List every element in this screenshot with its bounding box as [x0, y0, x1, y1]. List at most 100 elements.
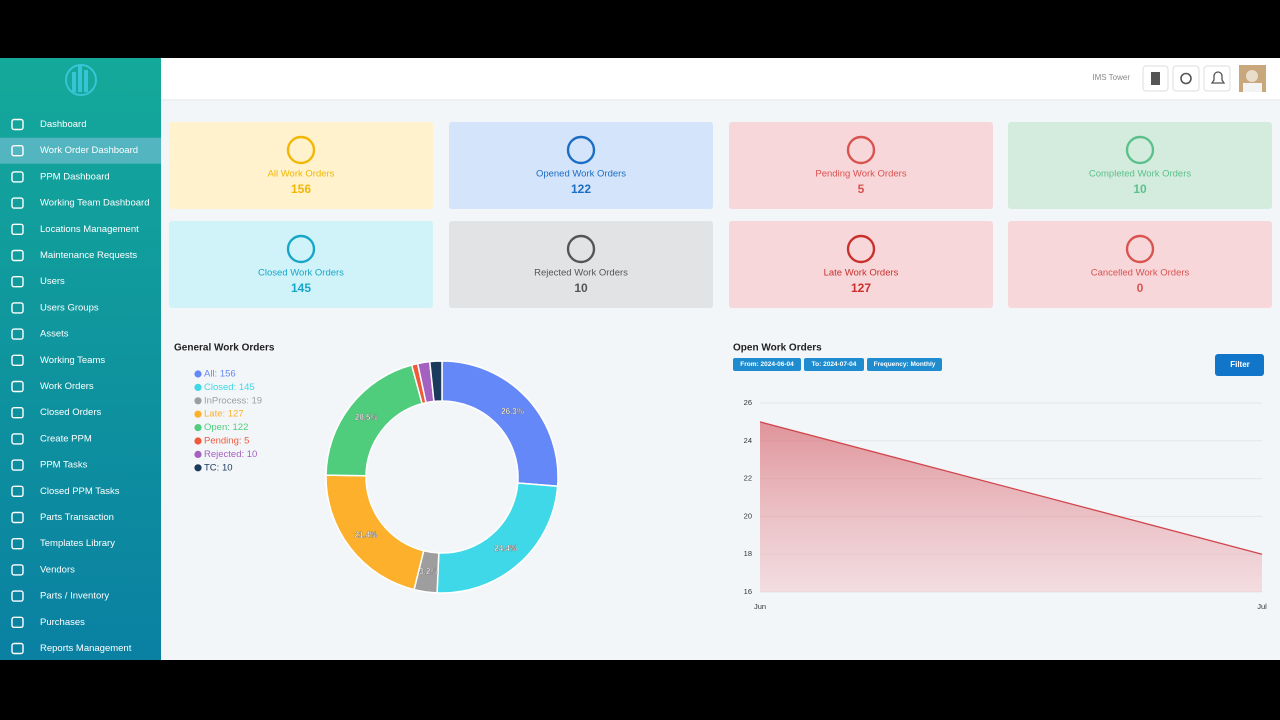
- menu-item[interactable]: Parts / Inventory: [40, 591, 109, 602]
- chart-title: General Work Orders: [174, 343, 275, 354]
- card-label: Pending Work Orders: [815, 169, 906, 180]
- y-tick-label: 16: [744, 587, 752, 596]
- card-icon: [1125, 234, 1155, 264]
- card-icon: [286, 234, 316, 264]
- menu-icon: [11, 407, 24, 419]
- stat-card[interactable]: [449, 122, 713, 209]
- segment-label: 24.4%: [494, 544, 517, 553]
- menu-item[interactable]: Vendors: [40, 564, 75, 575]
- menu-item[interactable]: Create PPM: [40, 433, 92, 444]
- filter-chip-label: Frequency: Monthly: [874, 361, 936, 368]
- menu-icon: [11, 144, 24, 157]
- menu-item[interactable]: Users Groups: [40, 302, 99, 313]
- card-value: 5: [858, 182, 865, 196]
- card-icon: [1125, 135, 1155, 165]
- menu-item[interactable]: Work Orders: [40, 381, 94, 392]
- legend-swatch: [194, 397, 202, 405]
- stat-card[interactable]: [1008, 221, 1272, 308]
- card-value: 0: [1137, 281, 1144, 295]
- y-tick-label: 22: [744, 474, 752, 483]
- legend-label: Pending: 5: [204, 436, 249, 447]
- card-value: 10: [574, 281, 588, 295]
- stat-card[interactable]: [169, 221, 433, 308]
- legend-label: InProcess: 19: [204, 395, 262, 406]
- menu-icon: [11, 249, 24, 262]
- card-label: Rejected Work Orders: [534, 268, 628, 279]
- menu-item[interactable]: Parts Transaction: [40, 512, 114, 523]
- filter-chip-label: To: 2024-07-04: [812, 361, 857, 368]
- menu-icon: [11, 616, 24, 628]
- card-label: Late Work Orders: [824, 268, 899, 279]
- menu-item[interactable]: Maintenance Requests: [40, 250, 137, 261]
- card-value: 127: [851, 281, 871, 295]
- menu-item[interactable]: Working Team Dashboard: [40, 198, 149, 209]
- x-tick-label: Jun: [754, 602, 766, 611]
- card-value: 10: [1133, 182, 1147, 196]
- card-label: Completed Work Orders: [1089, 169, 1191, 180]
- top-bar: [161, 58, 1280, 100]
- legend-swatch: [194, 464, 202, 472]
- chart-title: Open Work Orders: [733, 343, 822, 354]
- menu-icon: [11, 459, 24, 471]
- segment-label: 3.2%: [419, 567, 437, 576]
- legend-label: Late: 127: [204, 409, 244, 420]
- line: [759, 421, 1263, 555]
- card-icon: [846, 135, 876, 165]
- filter-chip: [804, 358, 864, 371]
- notifications-button[interactable]: [1203, 65, 1231, 92]
- donut-segment: [428, 360, 443, 403]
- legend-label: Open: 122: [204, 422, 248, 433]
- menu-item[interactable]: PPM Dashboard: [40, 171, 110, 182]
- menu-item[interactable]: Closed PPM Tasks: [40, 486, 120, 497]
- card-icon: [566, 234, 596, 264]
- card-icon: [846, 234, 876, 264]
- menu-item[interactable]: Templates Library: [40, 538, 115, 549]
- card-value: 145: [291, 281, 311, 295]
- menu-icon: [11, 511, 24, 524]
- menu-item[interactable]: Reports Management: [40, 643, 132, 654]
- menu-icon: [11, 302, 24, 314]
- menu-icon: [11, 197, 24, 209]
- stat-card[interactable]: [1008, 122, 1272, 209]
- card-label: All Work Orders: [268, 169, 335, 180]
- stat-card[interactable]: [449, 221, 713, 308]
- refresh-button[interactable]: [1172, 65, 1200, 92]
- filter-button[interactable]: [1215, 354, 1264, 376]
- menu-icon: [11, 433, 24, 445]
- filter-button-label[interactable]: Filter: [1230, 360, 1250, 369]
- menu-item[interactable]: Dashboard: [40, 119, 86, 130]
- legend-swatch: [194, 370, 202, 378]
- menu-icon: [11, 590, 24, 602]
- menu-icon: [11, 485, 24, 497]
- legend-label: Closed: 145: [204, 382, 255, 393]
- menu-item[interactable]: Work Order Dashboard: [40, 145, 138, 156]
- stat-card[interactable]: [729, 122, 993, 209]
- stat-card[interactable]: [169, 122, 433, 209]
- menu-icon: [11, 538, 24, 550]
- menu-item[interactable]: Locations Management: [40, 224, 139, 235]
- avatar[interactable]: [1239, 65, 1266, 92]
- card-icon: [566, 135, 596, 165]
- menu-item[interactable]: Purchases: [40, 617, 85, 628]
- menu-item[interactable]: Closed Orders: [40, 407, 101, 418]
- legend-swatch: [194, 383, 202, 391]
- menu-item[interactable]: Users: [40, 276, 65, 287]
- card-label: Closed Work Orders: [258, 268, 344, 279]
- filter-chip: [733, 358, 801, 371]
- menu-icon: [11, 564, 24, 576]
- menu-icon: [11, 380, 24, 393]
- active-item-bg: [0, 137, 161, 164]
- legend-label: All: 156: [204, 369, 236, 380]
- menu-item[interactable]: Working Teams: [40, 355, 105, 366]
- site-name[interactable]: IMS Tower: [1092, 73, 1130, 82]
- stat-card[interactable]: [729, 221, 993, 308]
- building-button[interactable]: [1142, 65, 1169, 92]
- legend-label: Rejected: 10: [204, 449, 257, 460]
- menu-icon: [11, 642, 24, 655]
- segment-label: 20.5%: [355, 413, 378, 422]
- menu-item[interactable]: PPM Tasks: [40, 460, 88, 471]
- card-value: 122: [571, 182, 591, 196]
- menu-item[interactable]: Assets: [40, 329, 69, 340]
